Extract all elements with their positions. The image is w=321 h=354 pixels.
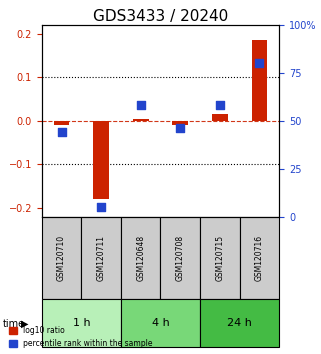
- FancyBboxPatch shape: [200, 217, 240, 299]
- Bar: [212, 114, 228, 121]
- FancyBboxPatch shape: [121, 299, 200, 347]
- Point: [257, 60, 262, 66]
- Bar: [133, 119, 149, 121]
- Bar: [172, 121, 188, 125]
- Point: [178, 126, 183, 131]
- Bar: [252, 40, 267, 121]
- FancyBboxPatch shape: [200, 299, 279, 347]
- FancyBboxPatch shape: [42, 299, 121, 347]
- Bar: [54, 121, 69, 125]
- Text: 1 h: 1 h: [73, 318, 90, 328]
- Text: GSM120711: GSM120711: [97, 235, 106, 281]
- FancyBboxPatch shape: [160, 217, 200, 299]
- Point: [138, 103, 143, 108]
- Text: GSM120715: GSM120715: [215, 235, 224, 281]
- FancyBboxPatch shape: [81, 217, 121, 299]
- Point: [59, 130, 64, 135]
- Text: GSM120708: GSM120708: [176, 235, 185, 281]
- FancyBboxPatch shape: [42, 217, 81, 299]
- FancyBboxPatch shape: [121, 217, 160, 299]
- Title: GDS3433 / 20240: GDS3433 / 20240: [93, 8, 228, 24]
- Point: [99, 204, 104, 210]
- Text: GSM120648: GSM120648: [136, 235, 145, 281]
- Text: GSM120710: GSM120710: [57, 235, 66, 281]
- Legend: log10 ratio, percentile rank within the sample: log10 ratio, percentile rank within the …: [7, 324, 155, 350]
- Text: 4 h: 4 h: [152, 318, 169, 328]
- Text: ▶: ▶: [21, 319, 28, 329]
- Point: [217, 103, 222, 108]
- Text: GSM120716: GSM120716: [255, 235, 264, 281]
- Text: time: time: [3, 319, 25, 329]
- Bar: [93, 121, 109, 199]
- Text: 24 h: 24 h: [227, 318, 252, 328]
- FancyBboxPatch shape: [240, 217, 279, 299]
